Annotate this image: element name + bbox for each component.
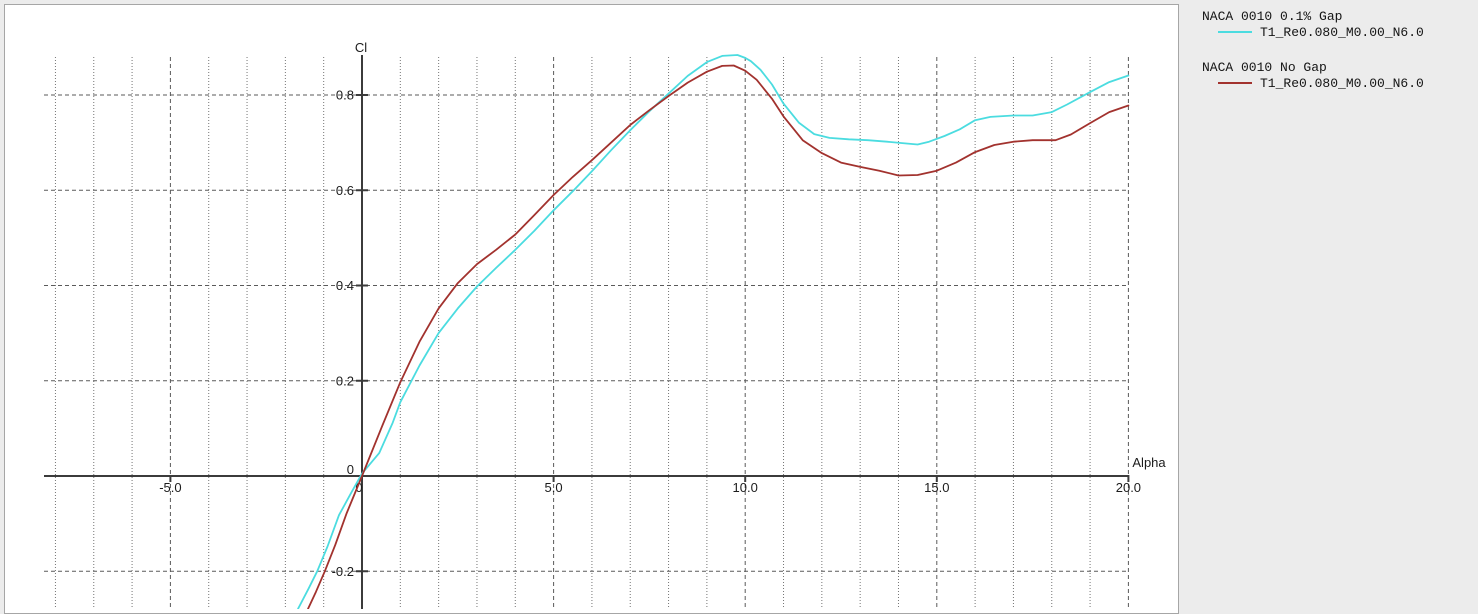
graph-panel	[4, 4, 1179, 614]
legend-foil-name: NACA 0010 No Gap	[1202, 60, 1327, 75]
legend: NACA 0010 0.1% Gap T1_Re0.080_M0.00_N6.0…	[1202, 9, 1424, 111]
legend-curve-sample	[1218, 31, 1252, 33]
legend-curve-sample	[1218, 82, 1252, 84]
legend-foil-name: NACA 0010 0.1% Gap	[1202, 9, 1343, 24]
legend-row: T1_Re0.080_M0.00_N6.0	[1202, 76, 1424, 91]
legend-item: NACA 0010 No Gap T1_Re0.080_M0.00_N6.0	[1202, 60, 1424, 91]
legend-row: T1_Re0.080_M0.00_N6.0	[1202, 25, 1424, 40]
legend-polar-name: T1_Re0.080_M0.00_N6.0	[1260, 25, 1424, 40]
legend-item: NACA 0010 0.1% Gap T1_Re0.080_M0.00_N6.0	[1202, 9, 1424, 40]
legend-polar-name: T1_Re0.080_M0.00_N6.0	[1260, 76, 1424, 91]
